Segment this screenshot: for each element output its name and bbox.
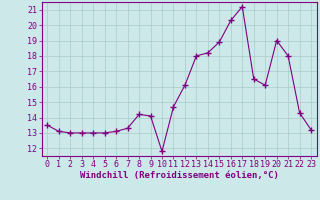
X-axis label: Windchill (Refroidissement éolien,°C): Windchill (Refroidissement éolien,°C) [80,171,279,180]
